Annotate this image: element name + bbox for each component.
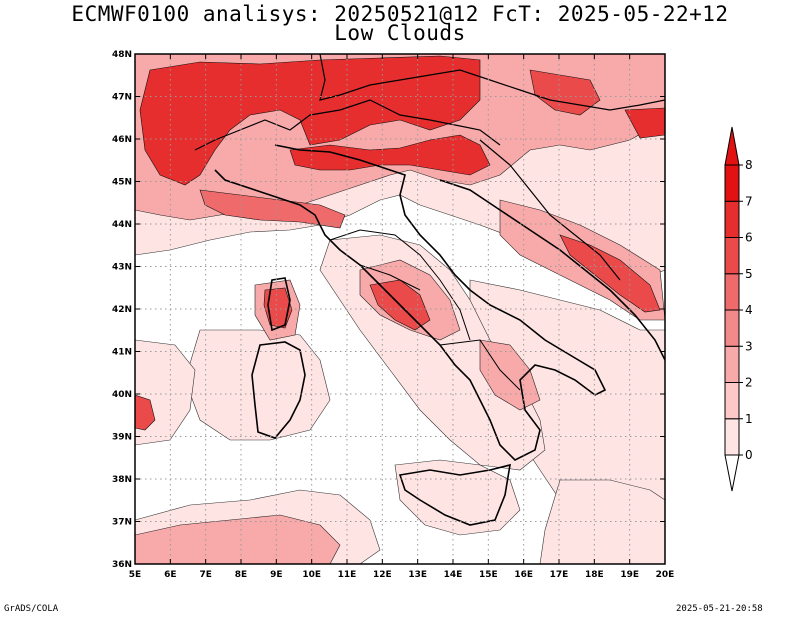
colorbar-top-arrow <box>724 126 740 166</box>
colorbar-segment <box>724 345 740 383</box>
lon-tick-label: 5E <box>129 570 141 580</box>
colorbar-segment <box>724 164 740 202</box>
north-border <box>319 54 665 111</box>
colorbar-level-label: 2 <box>745 376 753 390</box>
lat-tick-label: 41N <box>112 348 132 358</box>
lat-tick-label: 37N <box>112 518 132 528</box>
balkan-interior-border <box>479 139 621 281</box>
cloud-region-light-sicily <box>394 459 521 536</box>
cloud-region-high-apennine-n <box>199 189 346 229</box>
map-gridlines <box>135 54 665 564</box>
cloud-region-high-pre-alps <box>289 134 491 176</box>
colorbar-segment <box>724 418 740 456</box>
colorbar-level-label: 5 <box>745 267 753 281</box>
lat-tick-label: 38N <box>112 475 132 485</box>
lon-tick-label: 6E <box>164 570 176 580</box>
lon-tick-label: 19E <box>620 570 639 580</box>
colorbar-segment <box>724 237 740 275</box>
cloud-region-mid-south <box>135 514 341 564</box>
cloud-cover-field <box>135 54 665 564</box>
colorbar-segment <box>724 382 740 420</box>
longitude-ticks: 5E 6E 7E 8E 9E 10E 11E 12E 13E 14E 15E 16E 17E 18E 19E… <box>129 54 675 580</box>
colorbar-bottom-arrow <box>724 454 740 492</box>
lat-tick-label: 43N <box>112 263 132 273</box>
lon-tick-label: 20E <box>656 570 675 580</box>
colorbar-level-label: 8 <box>745 158 753 172</box>
figure-title-line2: Low Clouds <box>334 21 466 45</box>
colorbar-level-label: 3 <box>745 339 753 353</box>
lon-tick-label: 14E <box>444 570 463 580</box>
lat-tick-label: 42N <box>112 305 132 315</box>
italy-region-borders <box>329 229 521 391</box>
lat-tick-label: 39N <box>112 433 132 443</box>
cloud-region-high-balkans <box>559 234 661 313</box>
colorbar-segment <box>724 273 740 311</box>
lat-tick-label: 48N <box>112 50 132 60</box>
lon-tick-label: 7E <box>199 570 211 580</box>
colorbar-segment <box>724 200 740 238</box>
colorbar-level-label: 1 <box>745 412 753 426</box>
lon-tick-label: 16E <box>514 570 533 580</box>
lat-tick-label: 44N <box>112 220 132 230</box>
colorbar-level-label: 7 <box>745 194 753 208</box>
lon-tick-label: 17E <box>550 570 569 580</box>
lon-tick-label: 9E <box>270 570 282 580</box>
cloud-region-mid-calabria <box>479 339 541 411</box>
cloud-region-high-alps <box>139 55 481 186</box>
lon-tick-label: 8E <box>235 570 247 580</box>
timestamp-label: 2025-05-21-20:58 <box>676 604 763 614</box>
lat-tick-label: 47N <box>112 93 132 103</box>
colorbar-segment <box>724 309 740 347</box>
colorbar-level-label: 0 <box>745 448 753 462</box>
colorbar-level-label: 6 <box>745 231 753 245</box>
cloud-region-light-se <box>539 479 665 564</box>
latitude-ticks: 36N 37N 38N 39N 40N 41N 42N 43N 44N 45N 46N 47N 48N <box>112 50 665 570</box>
lon-tick-label: 11E <box>338 570 357 580</box>
alpine-border <box>194 99 501 151</box>
credit-label: GrADS/COLA <box>4 604 59 614</box>
sicily-coastline <box>398 463 511 526</box>
lon-tick-label: 10E <box>302 570 321 580</box>
colorbar-level-label: 4 <box>745 303 753 317</box>
lat-tick-label: 40N <box>112 390 132 400</box>
sardinia-coastline <box>251 341 306 439</box>
lat-tick-label: 45N <box>112 178 132 188</box>
corsica-coastline <box>267 277 291 332</box>
lon-tick-label: 13E <box>408 570 427 580</box>
lon-tick-label: 12E <box>373 570 392 580</box>
cloud-region-high-east-alps <box>529 69 601 116</box>
cloud-region-high-west <box>135 394 156 431</box>
lat-tick-label: 36N <box>112 560 132 570</box>
lon-tick-label: 18E <box>585 570 604 580</box>
colorbar: 0 1 2 3 4 5 6 7 8 <box>724 126 753 492</box>
figure-title-line1: ECMWF0100 analisys: 20250521@12 FcT: 202… <box>71 2 729 26</box>
cloud-region-high-corsica <box>263 287 293 329</box>
italy-coastline <box>214 144 607 461</box>
lon-tick-label: 15E <box>479 570 498 580</box>
lat-tick-label: 46N <box>112 135 132 145</box>
balkan-coastline <box>439 179 665 361</box>
cloud-region-high-ne <box>624 107 665 139</box>
